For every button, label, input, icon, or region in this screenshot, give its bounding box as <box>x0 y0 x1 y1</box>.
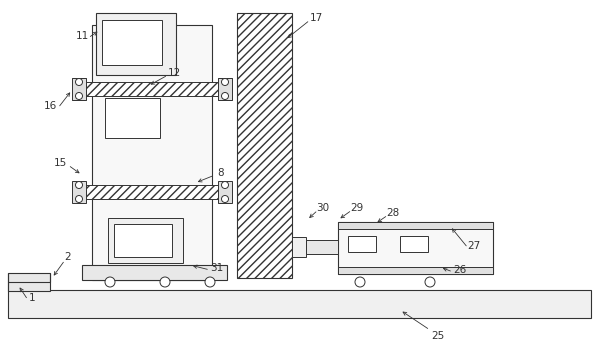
Text: 17: 17 <box>309 13 323 23</box>
Text: 25: 25 <box>431 331 444 341</box>
Text: 2: 2 <box>65 252 71 262</box>
Circle shape <box>222 78 228 86</box>
Text: 31: 31 <box>210 263 223 273</box>
Bar <box>338 267 493 274</box>
Text: 27: 27 <box>467 241 480 251</box>
Bar <box>72 181 86 203</box>
Bar <box>92 25 212 280</box>
Bar <box>105 98 160 138</box>
Text: 12: 12 <box>167 68 181 78</box>
Bar <box>348 236 376 252</box>
Bar <box>85 185 218 199</box>
Circle shape <box>105 277 115 287</box>
Bar <box>218 78 232 100</box>
Bar <box>108 218 183 263</box>
Circle shape <box>355 277 365 287</box>
Bar <box>102 20 162 65</box>
Circle shape <box>75 92 83 100</box>
Bar <box>237 13 292 278</box>
Circle shape <box>222 182 228 189</box>
Text: 26: 26 <box>453 265 467 275</box>
Bar <box>82 265 227 280</box>
Text: 1: 1 <box>29 293 35 303</box>
Circle shape <box>222 195 228 203</box>
Circle shape <box>75 78 83 86</box>
Circle shape <box>222 92 228 100</box>
Circle shape <box>75 182 83 189</box>
Bar <box>338 222 493 229</box>
Circle shape <box>205 277 215 287</box>
Bar <box>400 236 428 252</box>
Circle shape <box>160 277 170 287</box>
Circle shape <box>75 195 83 203</box>
Bar <box>338 222 493 274</box>
Text: 11: 11 <box>75 31 89 41</box>
Text: 30: 30 <box>316 203 329 213</box>
Bar <box>306 240 338 254</box>
Text: 13: 13 <box>129 115 143 125</box>
Bar <box>8 273 50 291</box>
Bar <box>72 78 86 100</box>
Bar <box>218 181 232 203</box>
Text: 15: 15 <box>53 158 66 168</box>
Circle shape <box>425 277 435 287</box>
Bar <box>85 82 218 96</box>
Text: 16: 16 <box>43 101 57 111</box>
Bar <box>292 237 306 257</box>
Text: 29: 29 <box>350 203 364 213</box>
Bar <box>8 290 591 318</box>
Text: 8: 8 <box>217 168 224 178</box>
Bar <box>114 224 172 257</box>
Bar <box>96 13 176 75</box>
Text: 28: 28 <box>386 208 400 218</box>
